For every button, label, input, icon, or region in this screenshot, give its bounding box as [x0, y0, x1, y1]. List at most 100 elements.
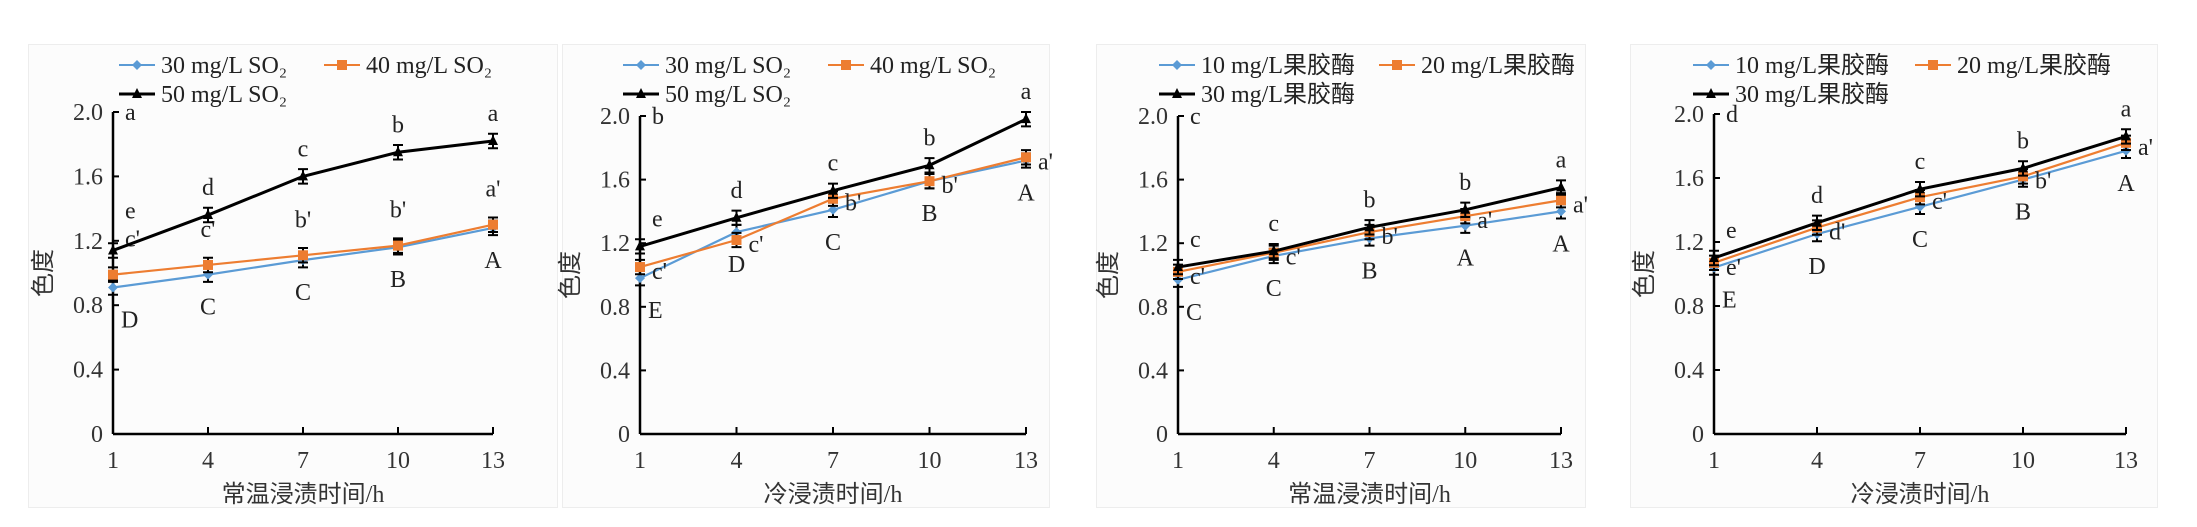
- series-2: e' d' c' b' a': [1709, 134, 2153, 281]
- significance-label: C: [1186, 300, 1202, 326]
- data-point: [635, 262, 645, 273]
- data-point: [1709, 252, 1719, 262]
- significance-label: b': [942, 173, 958, 199]
- significance-label: b': [390, 198, 406, 224]
- data-point: [2018, 162, 2028, 173]
- y-tick-label: 0: [1692, 422, 1704, 448]
- significance-label: C: [295, 280, 311, 306]
- significance-label: C: [825, 230, 841, 256]
- significance-label: a: [1021, 79, 1032, 105]
- data-point: [488, 219, 498, 230]
- series-line-1: [639, 159, 1027, 280]
- x-axis-title: 冷浸渍时间/h: [764, 481, 903, 508]
- significance-label: d: [1811, 183, 1823, 209]
- significance-label: c': [1190, 264, 1205, 290]
- chart-svg-4: 10 mg/L果胶酶 20 mg/L果胶酶 30 mg/L果胶酶 0 0.4 0.8 1.2…: [1631, 52, 2153, 508]
- legend-label-1: 30 mg/L SO₂: [161, 53, 287, 79]
- data-point: [203, 269, 213, 280]
- chart-panel-1: 30 mg/L SO₂ 40 mg/L SO₂ 50 mg/L SO₂ 0 0.4 0.8…: [28, 44, 558, 508]
- series-2: c' c' b' a' a': [1173, 192, 1588, 290]
- legend-label-3: 50 mg/L SO₂: [161, 82, 287, 108]
- significance-label: a: [488, 101, 499, 127]
- series-1: D C C B A: [108, 219, 502, 333]
- significance-label: b': [2035, 168, 2051, 194]
- significance-label: A: [1552, 231, 1570, 257]
- data-point: [1460, 203, 1471, 214]
- significance-label: a: [2121, 96, 2132, 122]
- x-tick-label: 13: [1014, 448, 1038, 474]
- legend-label-2: 20 mg/L果胶酶: [1421, 52, 1575, 79]
- significance-label: E: [1722, 288, 1737, 314]
- data-point: [1021, 113, 1031, 124]
- significance-label: c: [1190, 227, 1201, 253]
- significance-label: a': [486, 177, 501, 203]
- legend: 30 mg/L SO₂ 40 mg/L SO₂ 50 mg/L SO₂: [623, 53, 996, 108]
- legend-label-2: 20 mg/L果胶酶: [1957, 52, 2111, 79]
- legend: 10 mg/L果胶酶 20 mg/L果胶酶 30 mg/L果胶酶: [1159, 52, 1575, 108]
- legend-marker-1: [636, 60, 646, 70]
- data-point: [108, 282, 118, 293]
- data-point: [298, 250, 308, 261]
- y-tick-label: 0.8: [73, 293, 103, 319]
- chart-panel-2: 30 mg/L SO₂ 40 mg/L SO₂ 50 mg/L SO₂ 0 0.4 0.8…: [557, 44, 1053, 508]
- significance-label: c': [125, 227, 140, 253]
- data-point: [635, 240, 645, 251]
- significance-label: b: [924, 125, 936, 151]
- y-tick-label: 0.4: [600, 358, 630, 384]
- legend: 30 mg/L SO₂ 40 mg/L SO₂ 50 mg/L SO₂: [119, 53, 492, 108]
- legend-marker-2: [1928, 60, 1938, 70]
- legend-marker-2: [337, 60, 347, 70]
- x-tick-label: 13: [481, 448, 505, 474]
- x-tick-label: 4: [731, 448, 743, 474]
- x-axis-title: 常温浸渍时间/h: [222, 481, 385, 508]
- y-tick-label: 0.4: [1138, 358, 1168, 384]
- y-tick-label: 0.8: [1138, 295, 1168, 321]
- y-axis-title: 色度: [557, 251, 584, 299]
- significance-label: B: [390, 267, 406, 293]
- series-3: e d c b a: [1709, 96, 2132, 267]
- significance-label: d: [202, 175, 214, 201]
- data-point: [393, 146, 403, 157]
- data-point: [635, 273, 645, 284]
- y-tick-label: 0: [1156, 422, 1168, 448]
- axis-corner-label: c: [1190, 104, 1201, 130]
- axis-corner-label: a: [125, 100, 136, 126]
- significance-label: a': [1477, 208, 1492, 234]
- data-point: [1556, 206, 1566, 217]
- data-point: [2121, 130, 2131, 141]
- legend-marker-1: [1706, 60, 1716, 70]
- axis-corner-label: d: [1726, 102, 1738, 128]
- legend-marker-3: [636, 88, 646, 98]
- legend-marker-3: [132, 88, 142, 98]
- x-tick-label: 10: [2011, 448, 2035, 474]
- legend-label-3: 30 mg/L果胶酶: [1735, 81, 1889, 108]
- x-tick-label: 13: [2114, 448, 2138, 474]
- y-tick-label: 1.2: [1674, 230, 1704, 256]
- y-tick-label: 0.4: [1674, 358, 1704, 384]
- significance-label: e': [1726, 255, 1741, 281]
- chart-panel-4: 10 mg/L果胶酶 20 mg/L果胶酶 30 mg/L果胶酶 0 0.4 0.8 1.2…: [1630, 44, 2158, 508]
- significance-label: e: [652, 206, 663, 232]
- x-axis-title: 常温浸渍时间/h: [1288, 481, 1451, 508]
- significance-label: a': [2138, 135, 2153, 161]
- x-tick-label: 4: [1268, 448, 1280, 474]
- data-point: [298, 170, 308, 181]
- significance-label: A: [484, 248, 502, 274]
- significance-label: d': [1829, 220, 1845, 246]
- x-tick-label: 1: [1172, 448, 1184, 474]
- data-point: [1812, 216, 1822, 227]
- y-tick-label: 0: [618, 422, 630, 448]
- data-point: [1021, 152, 1031, 163]
- y-tick-label: 1.2: [1138, 231, 1168, 257]
- chart-panel-3: 10 mg/L果胶酶 20 mg/L果胶酶 30 mg/L果胶酶 0 0.4 0.8 1.2…: [1095, 44, 1588, 508]
- data-point: [393, 240, 403, 251]
- significance-label: c': [749, 232, 764, 258]
- significance-label: c: [1268, 211, 1279, 237]
- legend-label-2: 40 mg/L SO₂: [366, 53, 492, 79]
- significance-label: C: [1912, 227, 1928, 253]
- legend-marker-2: [841, 60, 851, 70]
- legend: 10 mg/L果胶酶 20 mg/L果胶酶 30 mg/L果胶酶: [1693, 52, 2111, 108]
- significance-label: D: [728, 252, 745, 278]
- chart-svg-3: 10 mg/L果胶酶 20 mg/L果胶酶 30 mg/L果胶酶 0 0.4 0.8 1.2…: [1095, 52, 1588, 508]
- significance-label: c: [298, 136, 309, 162]
